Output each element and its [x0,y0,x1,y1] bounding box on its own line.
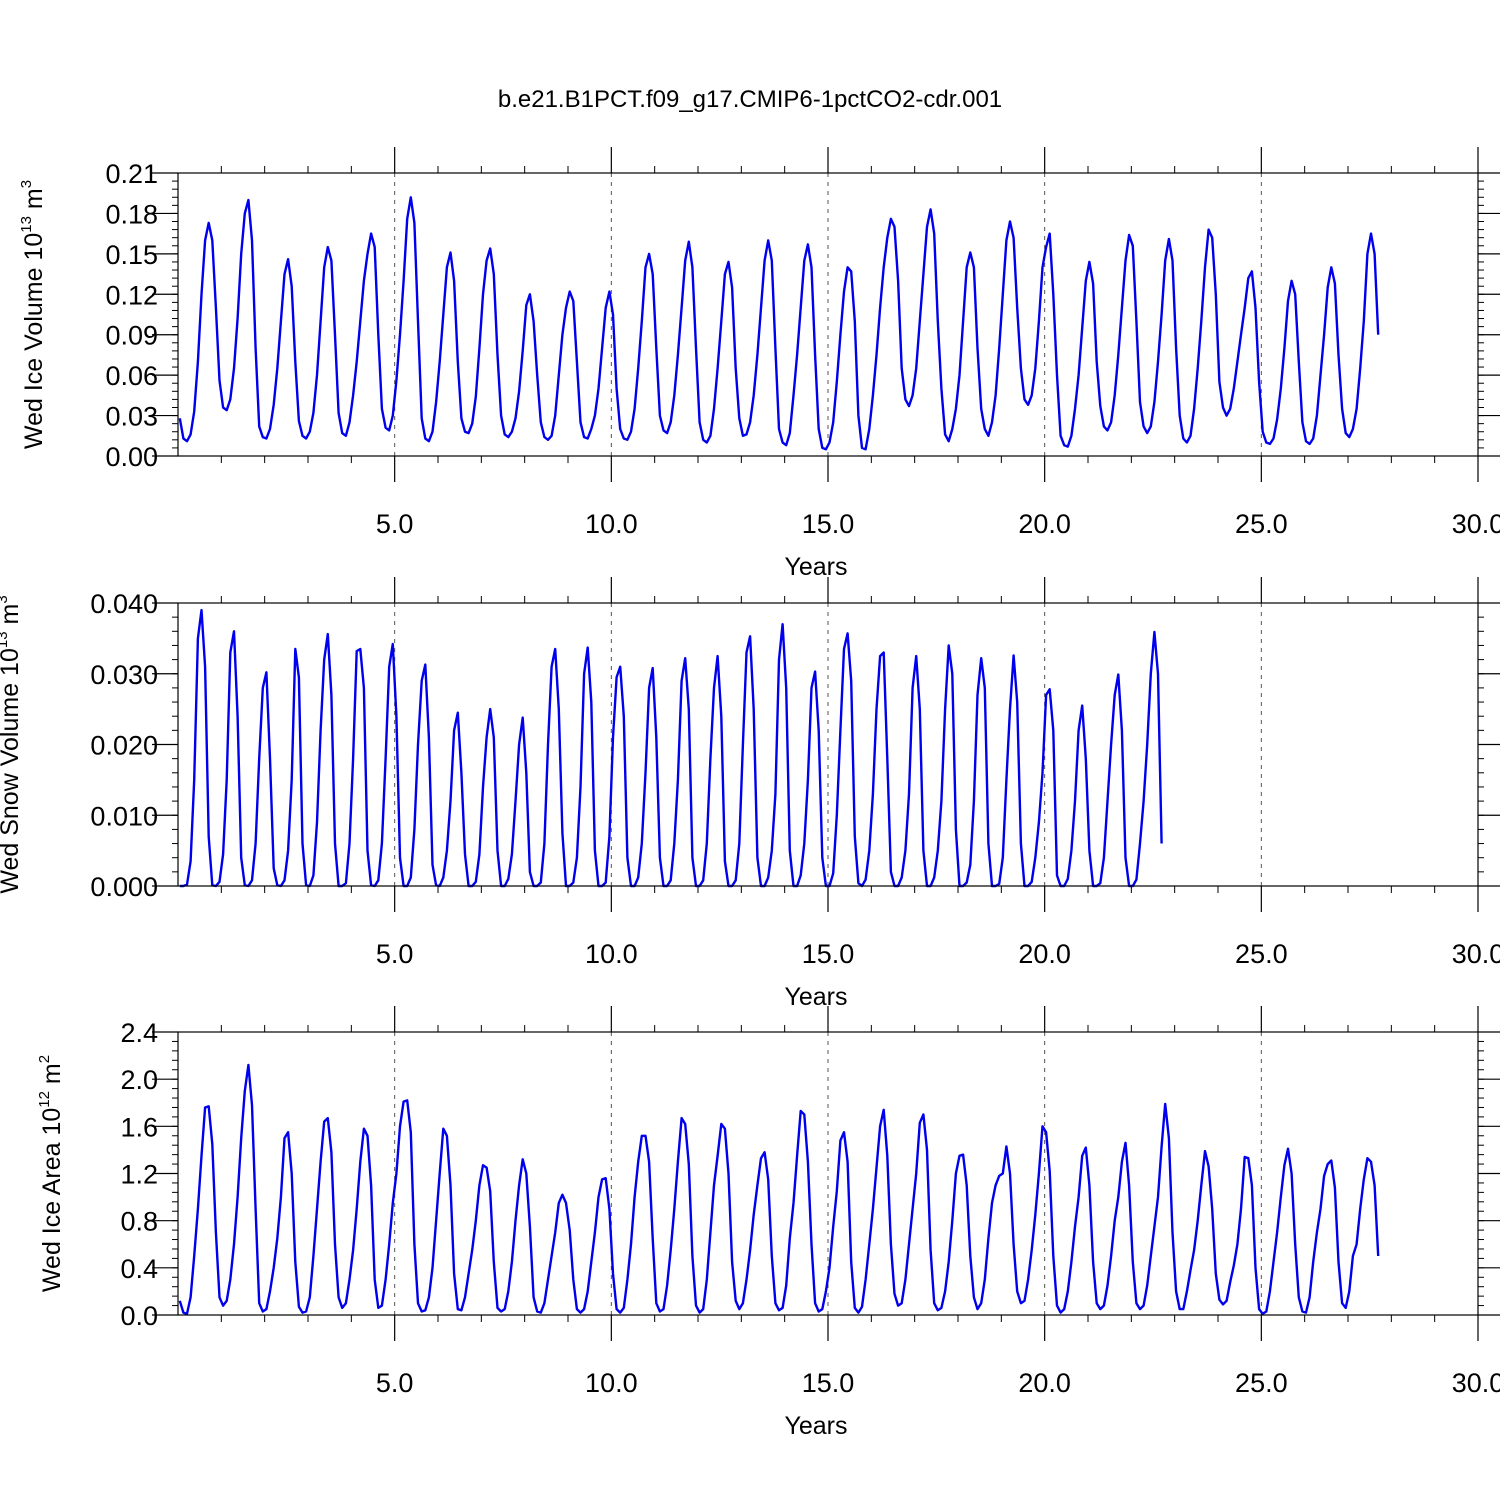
y-tick-label: 0.03 [105,402,158,432]
y-tick-label: 0.020 [90,731,158,761]
y-axis-label: Wed Ice Volume 1013 m3 [18,180,48,449]
y-tick-label: 0.15 [105,240,158,270]
x-tick-label: 25.0 [1235,1368,1288,1398]
plot-frame [177,1031,1479,1316]
x-tick-label: 30.0 [1452,939,1500,969]
x-tick-label: 10.0 [585,509,638,539]
x-tick-label: 25.0 [1235,509,1288,539]
x-tick-label: 20.0 [1018,1368,1071,1398]
y-tick-label: 0.8 [120,1207,158,1237]
y-tick-label: 0.09 [105,321,158,351]
plot-frame [177,172,1479,457]
panel-wed-ice-volume: 5.0 10.0 15.0 20.0 25.0 30.0 Years 0.00 0.03 0.06… [18,147,1500,581]
x-axis-label: Years [784,983,847,1011]
x-tick-label: 15.0 [802,939,855,969]
series-line [179,608,1163,888]
y-tick-label: 0.4 [120,1254,158,1284]
y-tick-label: 0.0 [120,1301,158,1331]
x-tick-label: 5.0 [376,1368,414,1398]
panel-wed-ice-area: 5.0 10.0 15.0 20.0 25.0 30.0 Years 0.0 0.4 0.8 1.2… [36,1006,1500,1440]
y-tick-label: 0.21 [105,159,158,189]
y-tick-label: 0.06 [105,361,158,391]
x-tick-label: 20.0 [1018,509,1071,539]
x-tick-label: 15.0 [802,509,855,539]
y-tick-label: 1.2 [120,1160,158,1190]
x-axis-label: Years [784,1412,847,1440]
x-tick-label: 10.0 [585,939,638,969]
y-axis-label: Wed Ice Area 1012 m2 [36,1055,66,1292]
plot-frame [177,602,1479,887]
x-tick-label: 15.0 [802,1368,855,1398]
y-tick-label: 0.00 [105,442,158,472]
panel-wed-snow-volume: 5.0 10.0 15.0 20.0 25.0 30.0 Years 0.000 0.010 0.… [0,577,1500,1011]
series-line [178,1063,1380,1316]
x-tick-label: 5.0 [376,939,414,969]
x-tick-label: 25.0 [1235,939,1288,969]
x-axis-label: Years [784,553,847,581]
y-tick-label: 0.040 [90,589,158,619]
y-tick-label: 0.010 [90,801,158,831]
y-tick-label: 0.000 [90,872,158,902]
x-tick-label: 30.0 [1452,1368,1500,1398]
x-tick-label: 5.0 [376,509,414,539]
y-tick-label: 0.18 [105,199,158,229]
y-tick-label: 0.030 [90,660,158,690]
y-tick-label: 2.4 [120,1018,158,1048]
x-tick-label: 30.0 [1452,509,1500,539]
y-axis-label: Wed Snow Volume 1013 m3 [0,595,24,893]
chart-title: b.e21.B1PCT.f09_g17.CMIP6-1pctCO2-cdr.00… [498,86,1002,113]
y-tick-label: 0.12 [105,280,158,310]
y-tick-label: 1.6 [120,1112,158,1142]
series-line [178,196,1380,451]
y-tick-label: 2.0 [120,1065,158,1095]
x-tick-label: 10.0 [585,1368,638,1398]
x-tick-label: 20.0 [1018,939,1071,969]
